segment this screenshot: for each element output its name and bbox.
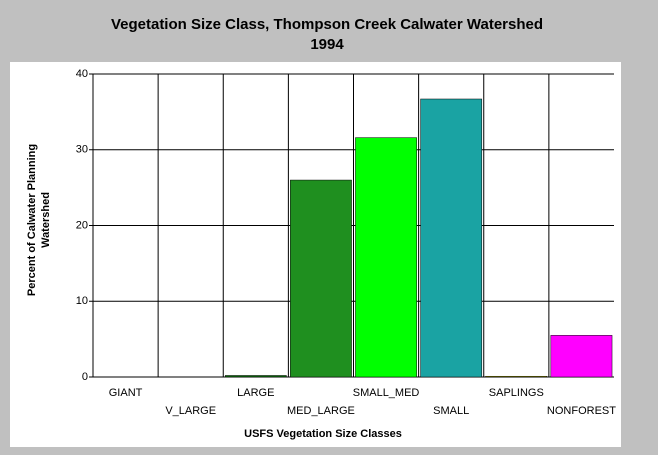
y-tick-label: 30 xyxy=(76,144,88,156)
chart-title: 1994 xyxy=(310,36,344,53)
y-tick-label: 20 xyxy=(76,219,88,231)
x-tick-label: SAPLINGS xyxy=(489,387,544,399)
x-axis-label: USFS Vegetation Size Classes xyxy=(244,428,402,440)
bar xyxy=(485,375,548,378)
bar xyxy=(290,179,352,378)
x-tick-label: NONFOREST xyxy=(547,405,616,417)
x-tick-label: MED_LARGE xyxy=(287,405,355,417)
x-tick-label: SMALL xyxy=(433,405,469,417)
y-axis-label: Percent of Calwater Planning xyxy=(26,144,38,296)
x-tick-label: GIANT xyxy=(109,387,143,399)
x-tick-label: V_LARGE xyxy=(165,405,216,417)
chart-title: Vegetation Size Class, Thompson Creek Ca… xyxy=(111,16,543,33)
bar xyxy=(550,335,613,378)
x-tick-label: LARGE xyxy=(237,387,274,399)
bar xyxy=(355,137,417,378)
y-axis-label: Watershed xyxy=(40,192,52,248)
y-tick-label: 10 xyxy=(76,295,88,307)
bar xyxy=(420,98,483,378)
x-tick-label: SMALL_MED xyxy=(353,387,420,399)
y-tick-label: 0 xyxy=(82,371,88,383)
bar xyxy=(224,375,287,378)
y-tick-label: 40 xyxy=(76,68,88,80)
